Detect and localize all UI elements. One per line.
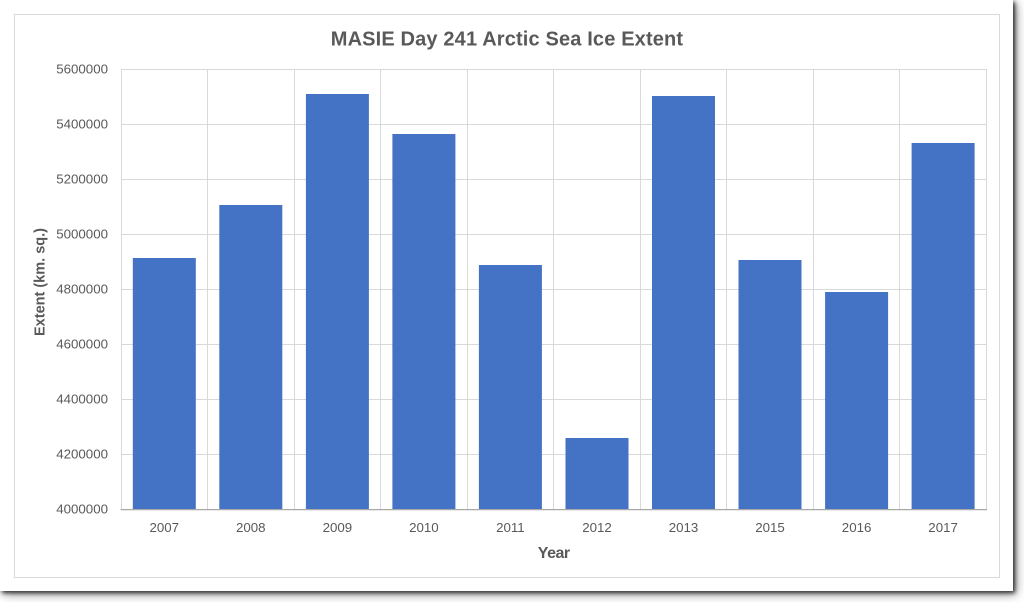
svg-text:5200000: 5200000: [56, 172, 108, 187]
svg-text:2011: 2011: [496, 520, 525, 535]
svg-text:2008: 2008: [236, 520, 266, 535]
svg-text:2009: 2009: [323, 520, 353, 535]
svg-text:4000000: 4000000: [56, 502, 108, 517]
svg-text:2010: 2010: [409, 520, 439, 535]
svg-text:4200000: 4200000: [56, 447, 108, 462]
svg-text:2016: 2016: [842, 520, 872, 535]
svg-text:4600000: 4600000: [56, 337, 108, 352]
svg-text:2017: 2017: [928, 520, 958, 535]
svg-text:MASIE Day 241 Arctic Sea Ice E: MASIE Day 241 Arctic Sea Ice Extent: [331, 28, 684, 50]
svg-text:2013: 2013: [669, 520, 699, 535]
svg-text:4800000: 4800000: [56, 282, 108, 297]
svg-text:2012: 2012: [582, 520, 612, 535]
svg-text:5000000: 5000000: [56, 227, 108, 242]
svg-text:2007: 2007: [150, 520, 180, 535]
svg-text:Year: Year: [538, 545, 570, 562]
svg-text:Extent (km. sq.): Extent (km. sq.): [33, 228, 49, 336]
svg-text:5400000: 5400000: [56, 117, 108, 132]
svg-text:4400000: 4400000: [56, 392, 108, 407]
svg-text:2015: 2015: [755, 520, 785, 535]
svg-text:5600000: 5600000: [56, 62, 108, 77]
